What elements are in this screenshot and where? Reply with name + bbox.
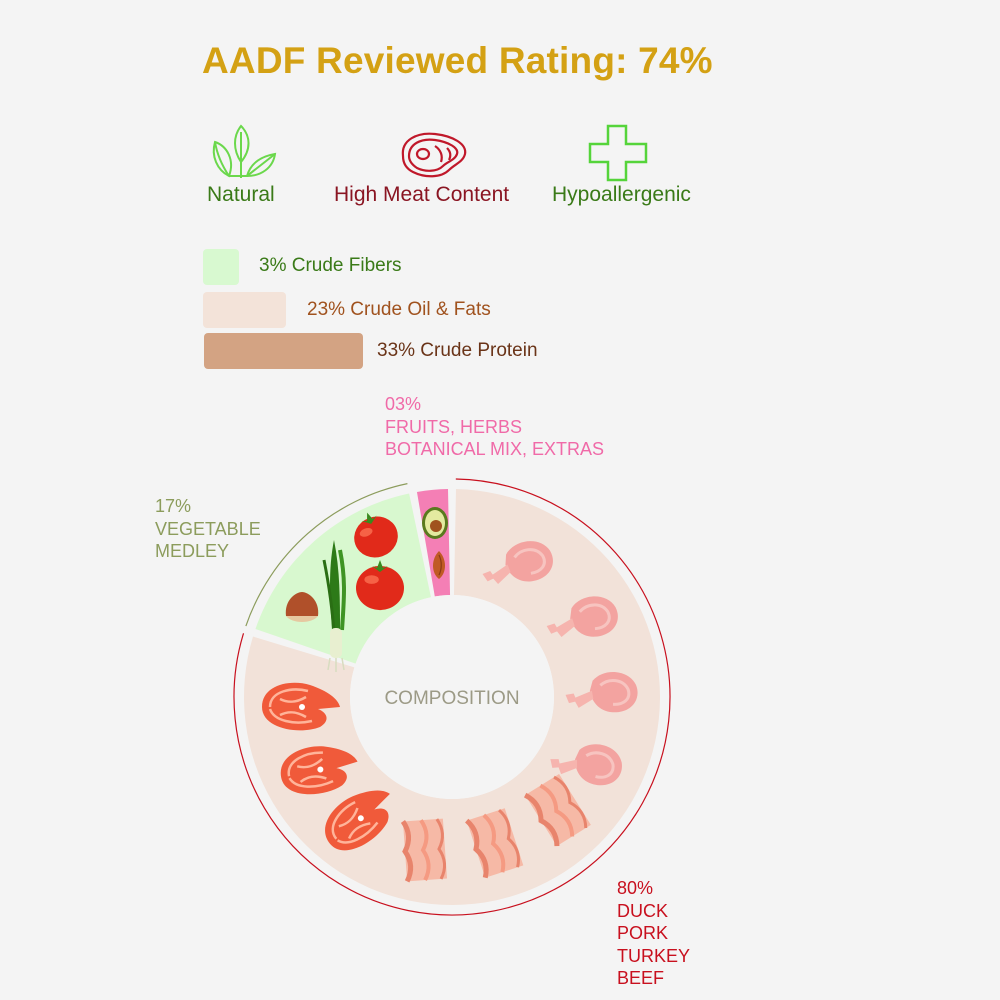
nutrient-bar-fibers [203, 249, 239, 285]
bacon-icon [400, 818, 448, 883]
slice-line: FRUITS, HERBS [385, 416, 523, 437]
almond-icon [433, 551, 445, 579]
slice-line: BOTANICAL MIX, EXTRAS [385, 439, 605, 459]
slice-line: BEEF [617, 968, 665, 988]
badge-label: Hypoallergenic [552, 183, 691, 206]
plus-icon [588, 124, 648, 182]
slice-line: DUCK [617, 900, 669, 921]
slice-line: TURKEY [617, 945, 691, 966]
salmon-steak-icon [325, 790, 390, 851]
leaf-icon [212, 124, 277, 178]
slice-percent: 03% [385, 394, 422, 414]
chicken-leg-icon [546, 596, 618, 638]
center-label: COMPOSITION [384, 688, 519, 709]
donut-hole [350, 595, 554, 799]
badge-label: Natural [207, 183, 275, 206]
badge-label: High Meat Content [334, 183, 510, 206]
salmon-steak-icon [280, 746, 358, 795]
nutrient-label: 23% Crude Oil & Fats [307, 299, 491, 320]
tomato-icon [354, 512, 398, 558]
slice-line: VEGETABLE [155, 518, 261, 539]
steak-icon [401, 132, 467, 178]
page-title: AADF Reviewed Rating: 74% [202, 40, 713, 81]
hazelnut-icon [285, 592, 319, 622]
outer-ring-arc-1 [245, 483, 408, 627]
nutrient-label: 3% Crude Fibers [259, 255, 402, 276]
scallion-icon [322, 540, 346, 672]
slice-label-vegetables: 17% VEGETABLE MEDLEY [155, 495, 261, 563]
nutrient-bar-fats [203, 292, 286, 328]
bacon-icon [464, 808, 524, 879]
avocado-icon [422, 507, 448, 539]
salmon-steak-icon [262, 682, 340, 731]
bacon-icon [523, 773, 591, 847]
slice-label-fruits: 03% FRUITS, HERBS BOTANICAL MIX, EXTRAS [385, 393, 604, 461]
chicken-leg-icon [565, 672, 638, 713]
slice-line: PORK [617, 923, 669, 943]
slice-line: MEDLEY [155, 541, 230, 561]
chicken-leg-icon [550, 744, 622, 786]
chicken-leg-icon [482, 541, 553, 584]
slice-percent: 17% [155, 496, 192, 516]
outer-ring-arc-0 [233, 478, 671, 916]
tomato-icon [356, 560, 404, 611]
slice-label-meat: 80% DUCK PORK TURKEY BEEF [617, 877, 690, 990]
slice-percent: 80% [617, 878, 654, 898]
nutrient-label: 33% Crude Protein [377, 340, 538, 361]
nutrient-bar-protein [204, 333, 363, 369]
